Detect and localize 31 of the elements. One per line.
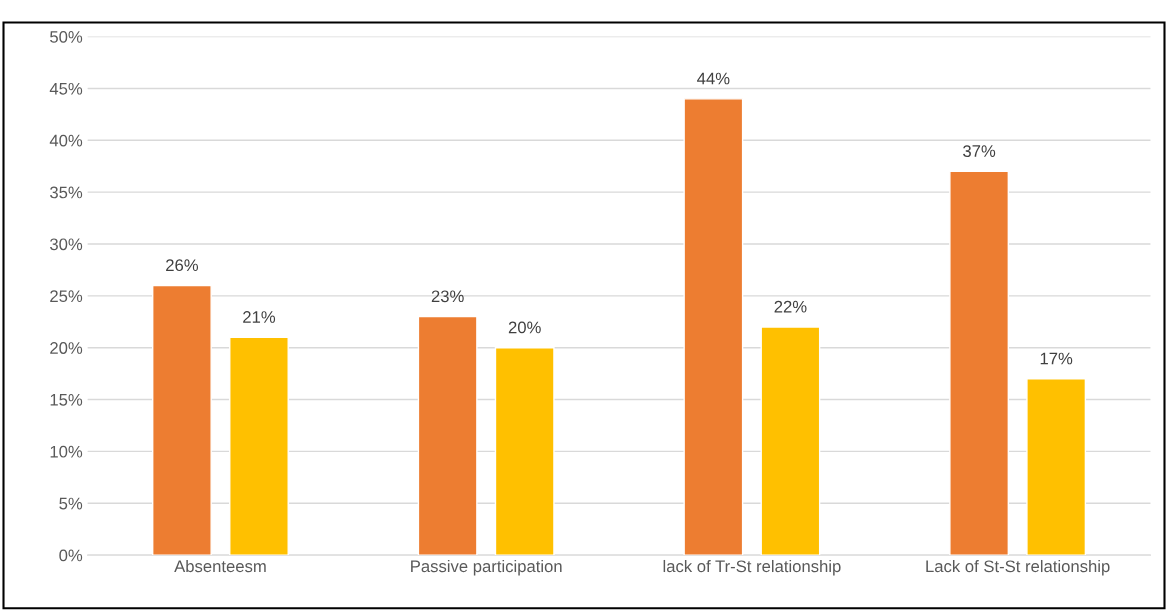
y-tick-label: 40% (49, 134, 83, 147)
y-tick-label: 15% (50, 394, 83, 406)
data-label: 26% (166, 259, 199, 272)
data-label: 20% (508, 321, 541, 334)
x-tick-label: Passive participation (411, 559, 562, 576)
x-tick-label: Absenteesm (174, 559, 266, 573)
y-tick-label: 35% (50, 186, 83, 199)
y-tick-label: 25% (50, 290, 83, 303)
data-label: 44% (697, 72, 730, 85)
y-tick-label: 0% (59, 549, 83, 562)
bar (1026, 378, 1087, 556)
bar (949, 170, 1010, 556)
bar (683, 98, 744, 556)
y-tick-label: 50% (50, 31, 83, 43)
bar (229, 336, 289, 556)
bar (152, 284, 212, 556)
bar (760, 326, 821, 556)
data-label: 22% (774, 300, 807, 313)
x-tick-label: lack of Tr-St relationship (663, 559, 841, 576)
data-label: 37% (963, 145, 996, 157)
y-tick-label: 5% (59, 497, 83, 510)
data-label: 17% (1040, 352, 1073, 365)
y-tick-label: 20% (50, 342, 83, 354)
data-label: 21% (243, 311, 276, 323)
x-tick-label: Lack of St-St relationship (926, 559, 1110, 576)
y-tick-label: 30% (50, 238, 83, 251)
y-tick-label: 45% (49, 82, 83, 95)
data-label: 23% (431, 290, 464, 303)
bar (417, 315, 478, 556)
y-tick-label: 10% (50, 445, 83, 458)
bar (494, 347, 555, 556)
